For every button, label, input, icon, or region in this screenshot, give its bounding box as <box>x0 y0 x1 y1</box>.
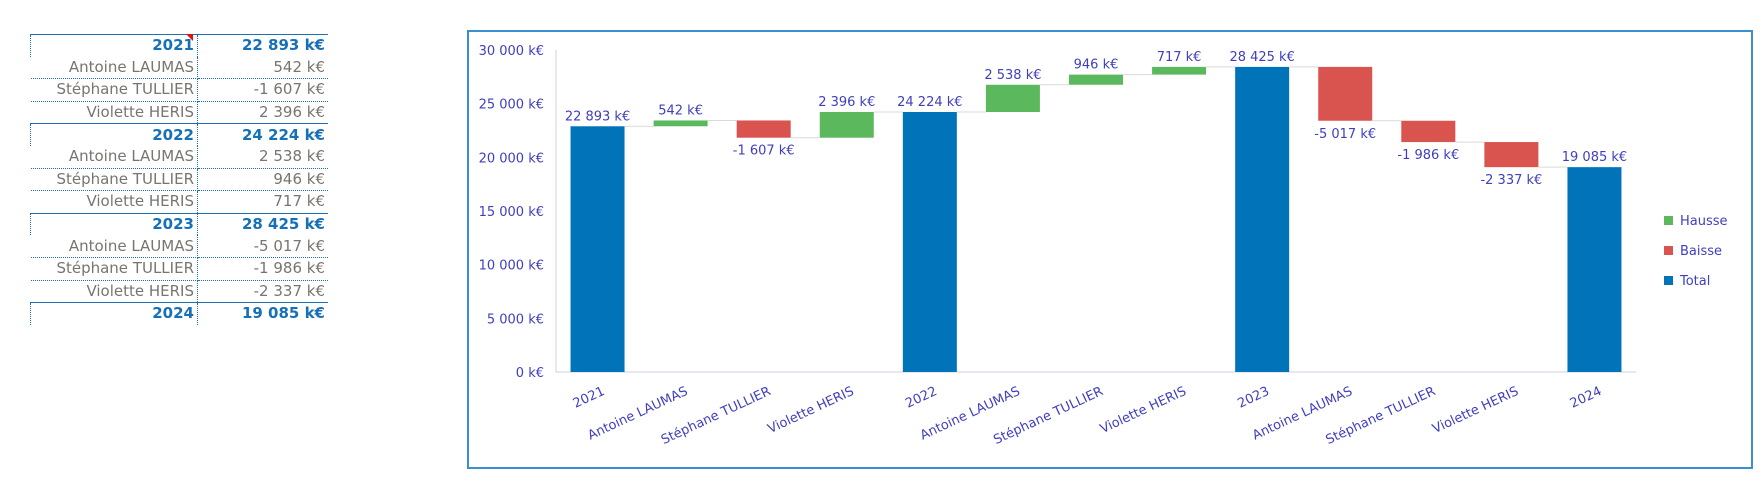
y-tick-label: 0 k€ <box>516 366 544 381</box>
bar-total <box>570 126 625 372</box>
y-tick-label: 20 000 k€ <box>479 151 544 166</box>
cell-label[interactable]: Antoine LAUMAS <box>30 145 198 169</box>
data-label: -1 607 k€ <box>733 144 795 159</box>
total-row: 2021 22 893 k€ <box>30 33 328 57</box>
x-tick-label: 2024 <box>1568 384 1604 412</box>
x-tick-label: Violette HERIS <box>766 384 857 437</box>
legend-swatch <box>1664 246 1673 255</box>
bar-decrease <box>1318 66 1373 121</box>
table-row: Stéphane TULLIER -1 986 k€ <box>30 257 328 281</box>
cell-label[interactable]: Stéphane TULLIER <box>30 168 198 192</box>
bar-increase <box>985 84 1040 112</box>
bar-total <box>902 111 957 373</box>
cell-value[interactable]: -5 017 k€ <box>197 235 328 258</box>
cell-value[interactable]: 2 538 k€ <box>197 145 328 169</box>
y-tick-label: 30 000 k€ <box>479 44 544 59</box>
data-label: -2 337 k€ <box>1480 173 1542 188</box>
cell-label[interactable]: Antoine LAUMAS <box>30 235 198 258</box>
data-label: 946 k€ <box>1074 58 1119 73</box>
cell-value[interactable]: 24 224 k€ <box>197 123 328 146</box>
cell-label[interactable]: Stéphane TULLIER <box>30 257 198 281</box>
cell-label[interactable]: 2023 <box>30 212 198 236</box>
data-label: 24 224 k€ <box>897 95 962 110</box>
table-row: Violette HERIS -2 337 k€ <box>30 280 329 303</box>
x-tick-label: Violette HERIS <box>1098 384 1189 437</box>
table-row: Antoine LAUMAS 2 538 k€ <box>30 145 328 169</box>
data-label: -1 986 k€ <box>1397 148 1459 163</box>
cell-label[interactable]: Violette HERIS <box>30 280 198 303</box>
total-row: 2024 19 085 k€ <box>30 302 328 325</box>
table-row: Antoine LAUMAS 542 k€ <box>30 56 328 80</box>
cell-label[interactable]: Stéphane TULLIER <box>30 78 198 102</box>
data-label: 717 k€ <box>1157 50 1202 65</box>
legend-swatch <box>1664 216 1673 225</box>
data-label: 542 k€ <box>658 103 703 118</box>
cell-label[interactable]: Antoine LAUMAS <box>30 56 198 80</box>
legend-label: Hausse <box>1680 214 1728 229</box>
data-label: 28 425 k€ <box>1229 50 1294 65</box>
bar-decrease <box>1401 120 1456 143</box>
cell-value[interactable]: -1 607 k€ <box>197 78 328 102</box>
y-tick-label: 5 000 k€ <box>487 312 544 327</box>
y-tick-label: 10 000 k€ <box>479 259 544 274</box>
data-table: 2021 22 893 k€ Antoine LAUMAS 542 k€ Stéphan… <box>30 33 329 325</box>
cell-value[interactable]: 946 k€ <box>197 168 328 192</box>
table-row: Violette HERIS 2 396 k€ <box>30 101 329 124</box>
cell-value[interactable]: 19 085 k€ <box>197 302 328 325</box>
data-label: 22 893 k€ <box>565 109 630 124</box>
y-tick-label: 15 000 k€ <box>479 205 544 220</box>
bar-total <box>1235 66 1290 372</box>
legend-label: Total <box>1679 274 1710 289</box>
total-row: 2022 24 224 k€ <box>30 123 328 146</box>
cell-value[interactable]: 542 k€ <box>197 56 328 80</box>
bar-decrease <box>736 120 791 138</box>
table-row: Stéphane TULLIER 946 k€ <box>30 168 328 192</box>
cell-value[interactable]: -2 337 k€ <box>253 281 325 300</box>
cell-label[interactable]: 2021 <box>30 33 198 57</box>
cell-value[interactable]: 22 893 k€ <box>197 33 328 57</box>
bar-increase <box>1069 74 1123 85</box>
bar-decrease <box>1484 142 1539 168</box>
cell-value[interactable]: 2 396 k€ <box>259 103 325 122</box>
cell-label[interactable]: Violette HERIS <box>30 101 198 124</box>
cell-value[interactable]: 28 425 k€ <box>197 212 328 236</box>
data-label: -5 017 k€ <box>1314 127 1376 142</box>
x-tick-label: 2023 <box>1236 384 1272 412</box>
x-tick-label: Violette HERIS <box>1430 384 1521 437</box>
total-row: 2023 28 425 k€ <box>30 212 328 236</box>
data-label: 19 085 k€ <box>1562 150 1627 165</box>
cell-value[interactable]: 717 k€ <box>273 192 325 211</box>
waterfall-chart-frame[interactable] <box>467 30 1753 469</box>
cell-value[interactable]: -1 986 k€ <box>197 257 328 281</box>
table-row: Antoine LAUMAS -5 017 k€ <box>30 235 328 258</box>
legend-swatch <box>1664 276 1673 285</box>
table-row: Stéphane TULLIER -1 607 k€ <box>30 78 328 102</box>
table-row: Violette HERIS 717 k€ <box>30 190 329 214</box>
y-tick-label: 25 000 k€ <box>479 98 544 113</box>
bar-increase <box>653 120 708 127</box>
x-tick-label: 2022 <box>903 384 939 412</box>
cell-label[interactable]: 2024 <box>30 302 198 325</box>
bar-increase <box>819 111 874 138</box>
data-label: 2 396 k€ <box>818 95 875 110</box>
cell-label[interactable]: 2022 <box>30 123 198 146</box>
bar-total <box>1567 167 1622 372</box>
cell-label[interactable]: Violette HERIS <box>30 190 198 214</box>
legend-label: Baisse <box>1680 244 1722 259</box>
data-label: 2 538 k€ <box>984 68 1041 83</box>
comment-indicator <box>186 34 193 41</box>
x-tick-label: 2021 <box>571 384 607 412</box>
bar-increase <box>1152 66 1207 75</box>
